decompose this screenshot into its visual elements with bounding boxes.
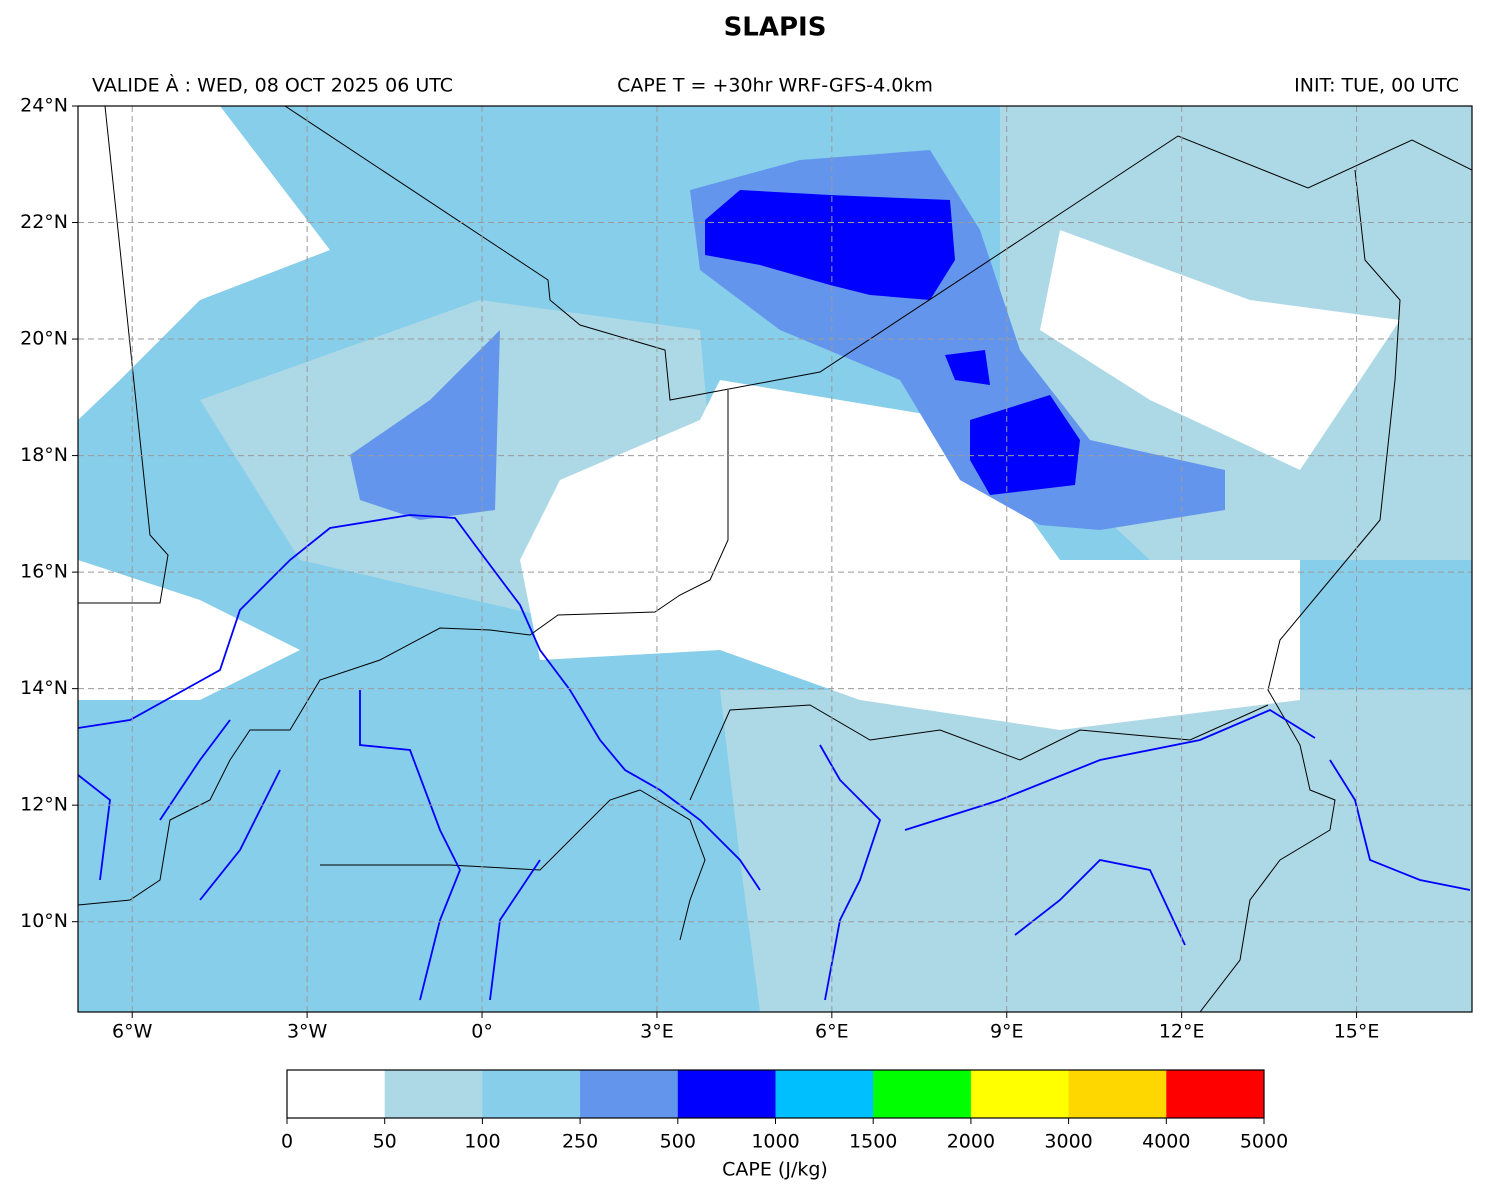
field-region (350, 330, 500, 520)
y-tick-label: 16°N (20, 561, 68, 583)
title: SLAPIS (724, 13, 827, 43)
colorbar-segment (970, 1070, 1070, 1118)
x-tick-label: 3°E (640, 1021, 674, 1043)
field-region (520, 380, 1300, 730)
y-tick-label: 24°N (20, 95, 68, 117)
y-tick-label: 14°N (20, 677, 68, 699)
colorbar-segment (677, 1070, 776, 1118)
x-tick-label: 6°W (112, 1021, 153, 1043)
map-frame (77, 105, 1473, 1013)
y-tick-label: 12°N (20, 794, 68, 816)
valid-time: VALIDE À : WED, 08 OCT 2025 06 UTC (92, 74, 453, 97)
field-region (78, 106, 330, 420)
colorbar-tick-label: 250 (562, 1131, 598, 1153)
colorbar-tick-label: 5000 (1240, 1131, 1288, 1153)
colorbar-segment (775, 1070, 874, 1118)
x-tick-label: 3°W (287, 1021, 328, 1043)
x-tick-label: 0° (471, 1021, 493, 1043)
colorbar-tick-label: 0 (281, 1131, 293, 1153)
colorbar-segment (287, 1070, 386, 1118)
run-info: CAPE T = +30hr WRF-GFS-4.0km (617, 75, 933, 97)
y-tick-label: 10°N (20, 910, 68, 932)
colorbar-label: CAPE (J/kg) (722, 1159, 828, 1181)
colorbar-segment (1068, 1070, 1167, 1118)
colorbar-segment (1166, 1070, 1265, 1118)
y-tick-label: 22°N (20, 211, 68, 233)
cape-field (78, 106, 1472, 1012)
field-region (1040, 230, 1400, 470)
field-region (705, 190, 955, 300)
field-region (970, 395, 1080, 495)
x-tick-label: 9°E (990, 1021, 1024, 1043)
rivers (78, 514, 1471, 1001)
colorbar-tick-label: 4000 (1142, 1131, 1190, 1153)
colorbar-tick-label: 1000 (751, 1131, 799, 1153)
colorbar-segment (384, 1070, 483, 1118)
y-tick-label: 20°N (20, 328, 68, 350)
colorbar-tick-label: 2000 (947, 1131, 995, 1153)
x-tick-label: 6°E (815, 1021, 849, 1043)
x-tick-label: 15°E (1334, 1021, 1380, 1043)
x-tick-label: 12°E (1159, 1021, 1205, 1043)
colorbar-segment (873, 1070, 972, 1118)
colorbar-tick-label: 50 (373, 1131, 397, 1153)
field-region (78, 560, 300, 700)
init-time: INIT: TUE, 00 UTC (1294, 75, 1459, 97)
colorbar-tick-label: 100 (464, 1131, 500, 1153)
colorbar-tick-label: 500 (660, 1131, 696, 1153)
field-region (945, 350, 990, 385)
country-borders (78, 106, 1472, 1012)
colorbar-tick-label: 1500 (849, 1131, 897, 1153)
y-tick-label: 18°N (20, 444, 68, 466)
colorbar-segment (482, 1070, 581, 1118)
colorbar-tick-label: 3000 (1044, 1131, 1092, 1153)
colorbar-segment (580, 1070, 679, 1118)
field-region (720, 690, 1472, 1012)
